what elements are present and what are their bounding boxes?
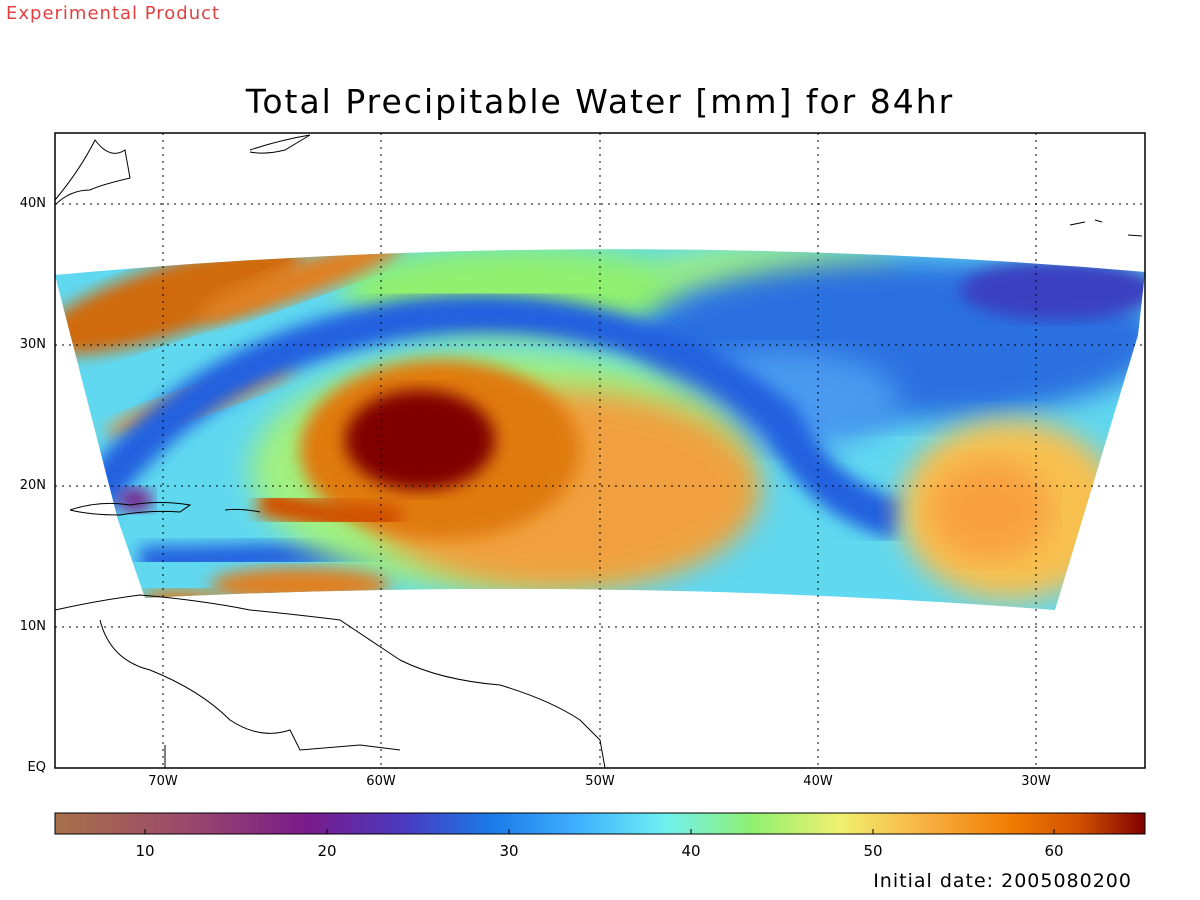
colorbar-label-10: 10: [135, 842, 155, 860]
colorbar-ticks: [144, 829, 1055, 834]
map-title: Total Precipitable Water [mm] for 84hr: [245, 82, 955, 121]
experimental-product-tag: Experimental Product: [6, 3, 221, 24]
lon-label-30w: 30W: [1021, 774, 1051, 789]
colorbar-label-40: 40: [681, 842, 701, 860]
lat-label-40n: 40N: [19, 196, 46, 211]
lat-label-20n: 20N: [19, 478, 46, 493]
lat-label-eq: EQ: [27, 760, 46, 775]
colorbar-label-50: 50: [863, 842, 883, 860]
tpw-swath: [55, 249, 1145, 610]
colorbar-label-60: 60: [1044, 842, 1064, 860]
lon-label-40w: 40W: [803, 774, 833, 789]
lat-label-30n: 30N: [19, 337, 46, 352]
colorbar: [54, 812, 1146, 835]
colorbar-label-20: 20: [317, 842, 337, 860]
lon-label-60w: 60W: [366, 774, 396, 789]
colorbar-label-30: 30: [499, 842, 519, 860]
graticule: [55, 133, 1145, 768]
lon-label-50w: 50W: [585, 774, 615, 789]
initial-date: Initial date: 2005080200: [873, 870, 1132, 892]
coastlines: [54, 134, 1143, 769]
lat-label-10n: 10N: [19, 619, 46, 634]
lon-label-70w: 70W: [148, 774, 178, 789]
